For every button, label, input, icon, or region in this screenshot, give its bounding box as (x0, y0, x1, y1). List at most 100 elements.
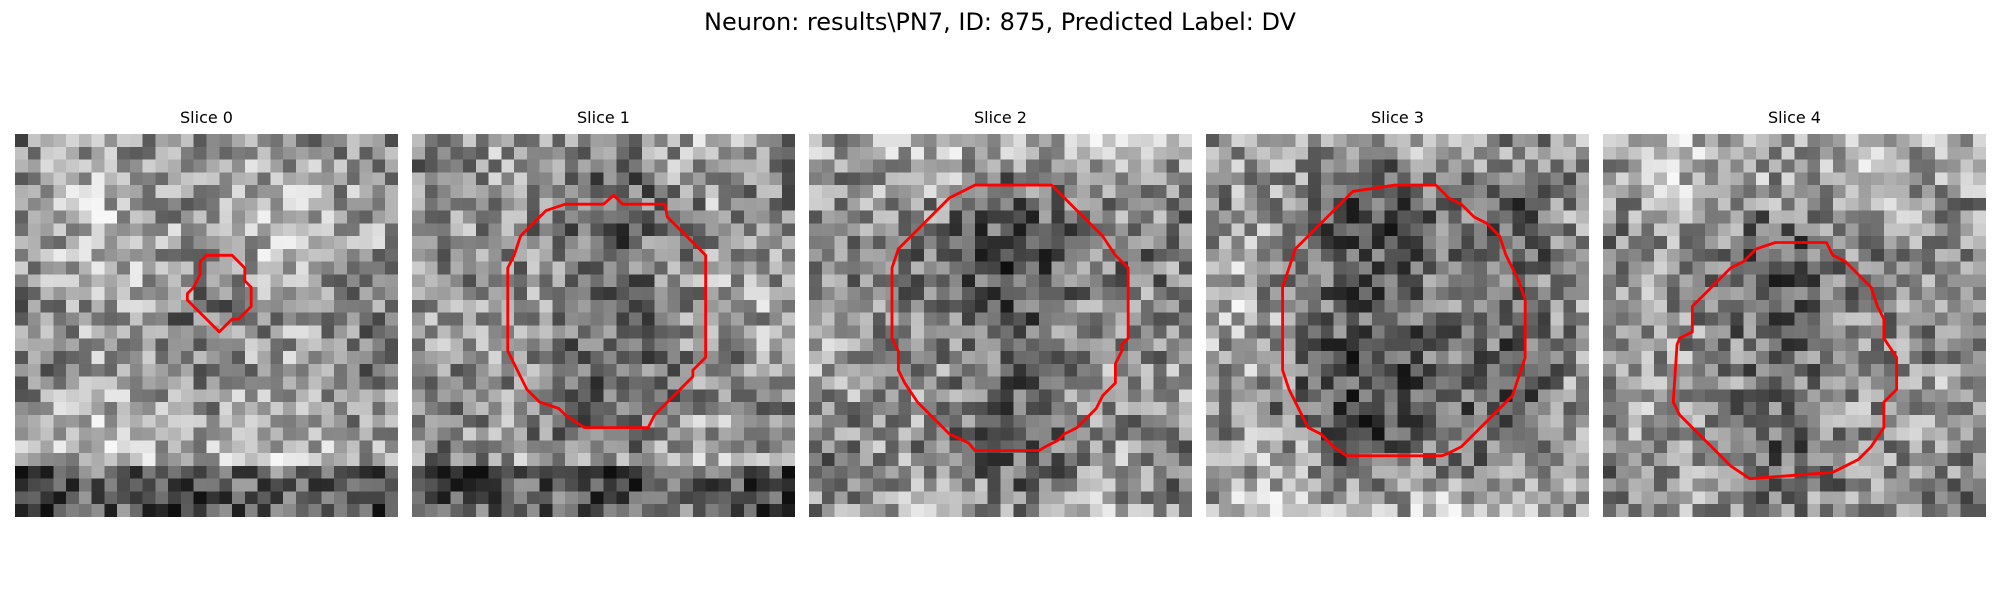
pixel (743, 491, 757, 505)
pixel (1947, 363, 1961, 377)
pixel (40, 338, 54, 352)
pixel (1308, 389, 1322, 403)
pixel (539, 414, 553, 428)
pixel (501, 210, 515, 224)
slice-title: Slice 2 (974, 108, 1027, 127)
pixel (1013, 351, 1027, 365)
pixel (488, 159, 502, 173)
pixel (1474, 261, 1488, 275)
pixel (1768, 478, 1782, 492)
pixel (1641, 414, 1655, 428)
pixel (1089, 274, 1103, 288)
pixel (257, 325, 271, 339)
pixel (692, 261, 706, 275)
pixel (1563, 223, 1577, 237)
pixel (743, 172, 757, 186)
pixel (308, 299, 322, 313)
pixel (53, 261, 67, 275)
pixel (1628, 274, 1642, 288)
pixel (1077, 351, 1091, 365)
pixel (1628, 414, 1642, 428)
pixel (1013, 363, 1027, 377)
pixel (1794, 299, 1808, 313)
pixel (1179, 351, 1192, 365)
pixel (1512, 325, 1526, 339)
pixel-grid (412, 134, 795, 517)
pixel (1448, 491, 1462, 505)
pixel (603, 274, 617, 288)
pixel (718, 427, 732, 441)
pixel (372, 312, 386, 326)
pixel (283, 134, 297, 148)
pixel (1179, 210, 1192, 224)
pixel (974, 453, 988, 467)
pixel (539, 274, 553, 288)
pixel (1576, 172, 1589, 186)
pixel (463, 427, 477, 441)
pixel (437, 325, 451, 339)
pixel (654, 427, 668, 441)
pixel (1140, 389, 1154, 403)
pixel (756, 338, 770, 352)
pixel (1257, 223, 1271, 237)
pixel (1922, 478, 1936, 492)
pixel (450, 287, 464, 301)
pixel (372, 210, 386, 224)
pixel (501, 146, 515, 160)
pixel (1960, 351, 1974, 365)
pixel (308, 197, 322, 211)
pixel (782, 414, 795, 428)
pixel (244, 210, 258, 224)
pixel (117, 299, 131, 313)
slice-image (15, 134, 398, 517)
pixel (1410, 287, 1424, 301)
pixel (1615, 389, 1629, 403)
pixel (1448, 351, 1462, 365)
pixel (1435, 465, 1449, 479)
pixel (180, 312, 194, 326)
pixel (488, 338, 502, 352)
pixel (1026, 414, 1040, 428)
pixel (488, 299, 502, 313)
pixel (756, 274, 770, 288)
pixel (1320, 248, 1334, 262)
pixel (334, 146, 348, 160)
pixel (1269, 299, 1283, 313)
pixel (1333, 274, 1347, 288)
pixel (1308, 465, 1322, 479)
pixel (1768, 223, 1782, 237)
pixel (1512, 236, 1526, 250)
pixel (270, 197, 284, 211)
pixel (565, 287, 579, 301)
pixel (463, 376, 477, 390)
pixel (1257, 402, 1271, 416)
pixel (1858, 363, 1872, 377)
pixel (641, 172, 655, 186)
pixel (1717, 287, 1731, 301)
pixel (1295, 351, 1309, 365)
pixel (117, 274, 131, 288)
pixel (1295, 440, 1309, 454)
pixel (1244, 453, 1258, 467)
pixel (372, 146, 386, 160)
pixel (104, 261, 118, 275)
pixel (1346, 427, 1360, 441)
pixel (475, 414, 489, 428)
pixel (412, 236, 426, 250)
pixel (936, 236, 950, 250)
pixel (1641, 376, 1655, 390)
pixel (1781, 414, 1795, 428)
pixel (1973, 389, 1986, 403)
pixel (1257, 504, 1271, 517)
pixel (1102, 185, 1116, 199)
pixel (1883, 312, 1897, 326)
pixel (539, 351, 553, 365)
slice-panel-3: Slice 3 (1206, 108, 1589, 517)
pixel (936, 465, 950, 479)
pixel (949, 465, 963, 479)
pixel (782, 453, 795, 467)
pixel (117, 261, 131, 275)
pixel (385, 325, 398, 339)
pixel (180, 491, 194, 505)
pixel (898, 440, 912, 454)
